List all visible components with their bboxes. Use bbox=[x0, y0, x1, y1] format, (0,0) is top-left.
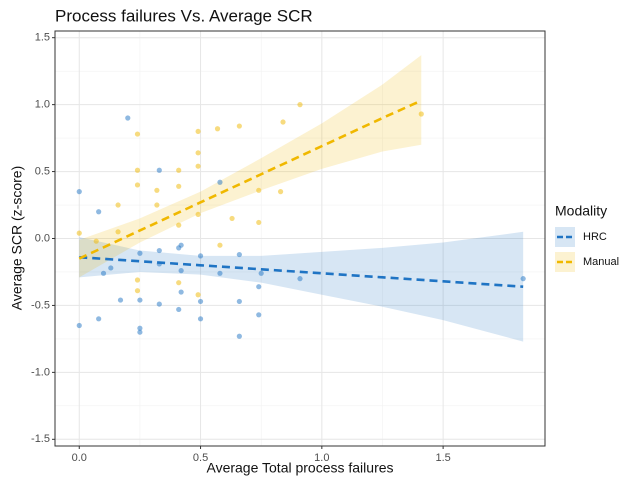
data-point bbox=[280, 119, 286, 125]
data-point bbox=[197, 298, 204, 305]
data-point bbox=[277, 189, 284, 195]
data-point bbox=[125, 115, 131, 121]
y-tick-label: 0.0 bbox=[35, 232, 50, 244]
confidence-band bbox=[79, 231, 524, 342]
data-point bbox=[297, 276, 303, 282]
legend-key bbox=[555, 252, 575, 272]
chart-title: Process failures Vs. Average SCR bbox=[55, 6, 313, 25]
data-point bbox=[236, 298, 242, 305]
x-axis-title: Average Total process failures bbox=[206, 460, 393, 476]
data-point bbox=[96, 316, 102, 322]
data-point bbox=[115, 229, 121, 235]
data-point bbox=[178, 268, 184, 274]
data-point bbox=[256, 187, 262, 193]
data-point bbox=[93, 238, 99, 244]
data-point bbox=[297, 102, 303, 108]
data-point bbox=[217, 179, 223, 185]
y-tick-label: -1.5 bbox=[31, 433, 50, 445]
confidence-band bbox=[79, 55, 422, 278]
data-point bbox=[520, 276, 526, 282]
data-point bbox=[256, 312, 262, 318]
data-point bbox=[176, 222, 182, 228]
data-point bbox=[134, 182, 141, 188]
x-tick-label: 0.5 bbox=[193, 452, 208, 464]
data-point bbox=[236, 251, 242, 258]
y-tick-label: -0.5 bbox=[31, 299, 50, 311]
data-point bbox=[134, 131, 141, 137]
data-point bbox=[108, 265, 114, 271]
data-point bbox=[76, 322, 82, 329]
data-point bbox=[76, 230, 82, 236]
data-point bbox=[117, 297, 124, 303]
data-point bbox=[195, 128, 201, 135]
data-point bbox=[76, 189, 82, 195]
data-point bbox=[195, 163, 201, 169]
data-point bbox=[137, 250, 143, 256]
legend-title: Modality bbox=[555, 203, 607, 219]
y-tick-label: 1.0 bbox=[35, 99, 50, 111]
data-point bbox=[178, 289, 184, 295]
fit-line bbox=[78, 99, 422, 260]
data-point bbox=[256, 219, 262, 226]
y-axis-title: Average SCR (z-score) bbox=[9, 166, 25, 310]
data-point bbox=[137, 297, 143, 303]
data-point bbox=[197, 253, 204, 259]
y-tick-label: -1.0 bbox=[31, 366, 50, 378]
data-point bbox=[195, 150, 201, 156]
data-point bbox=[418, 111, 424, 117]
y-tick-label: 1.5 bbox=[35, 32, 50, 44]
data-point bbox=[154, 187, 160, 193]
data-point bbox=[258, 270, 264, 276]
data-point bbox=[154, 202, 160, 208]
legend-label: Manual bbox=[583, 256, 619, 268]
data-point bbox=[176, 167, 182, 173]
data-point bbox=[197, 316, 204, 322]
data-point bbox=[195, 292, 201, 298]
data-point bbox=[176, 245, 182, 251]
data-point bbox=[134, 277, 141, 283]
data-point bbox=[156, 167, 162, 173]
data-point bbox=[96, 209, 102, 215]
data-point bbox=[256, 284, 262, 290]
data-point bbox=[156, 247, 162, 254]
data-point bbox=[217, 242, 223, 248]
data-point bbox=[195, 211, 201, 218]
x-tick-label: 1.0 bbox=[314, 452, 329, 464]
data-point bbox=[236, 123, 242, 129]
data-point bbox=[214, 126, 221, 132]
x-tick-label: 1.5 bbox=[435, 452, 450, 464]
data-point bbox=[176, 280, 182, 286]
legend-label: HRC bbox=[583, 231, 607, 243]
y-tick-label: 0.5 bbox=[35, 165, 50, 177]
x-tick-label: 0.0 bbox=[72, 452, 87, 464]
data-point bbox=[137, 325, 143, 331]
data-point bbox=[176, 183, 182, 189]
data-point bbox=[115, 202, 121, 208]
data-point bbox=[217, 270, 223, 276]
data-point bbox=[134, 288, 141, 294]
fit-line bbox=[79, 255, 524, 288]
data-point bbox=[176, 306, 182, 313]
data-point bbox=[134, 167, 141, 173]
data-point bbox=[137, 329, 143, 335]
data-point bbox=[100, 270, 107, 276]
panel-border bbox=[54, 30, 546, 447]
legend-key bbox=[555, 227, 575, 247]
data-point bbox=[156, 301, 162, 307]
data-point bbox=[229, 215, 235, 222]
data-point bbox=[236, 333, 242, 339]
